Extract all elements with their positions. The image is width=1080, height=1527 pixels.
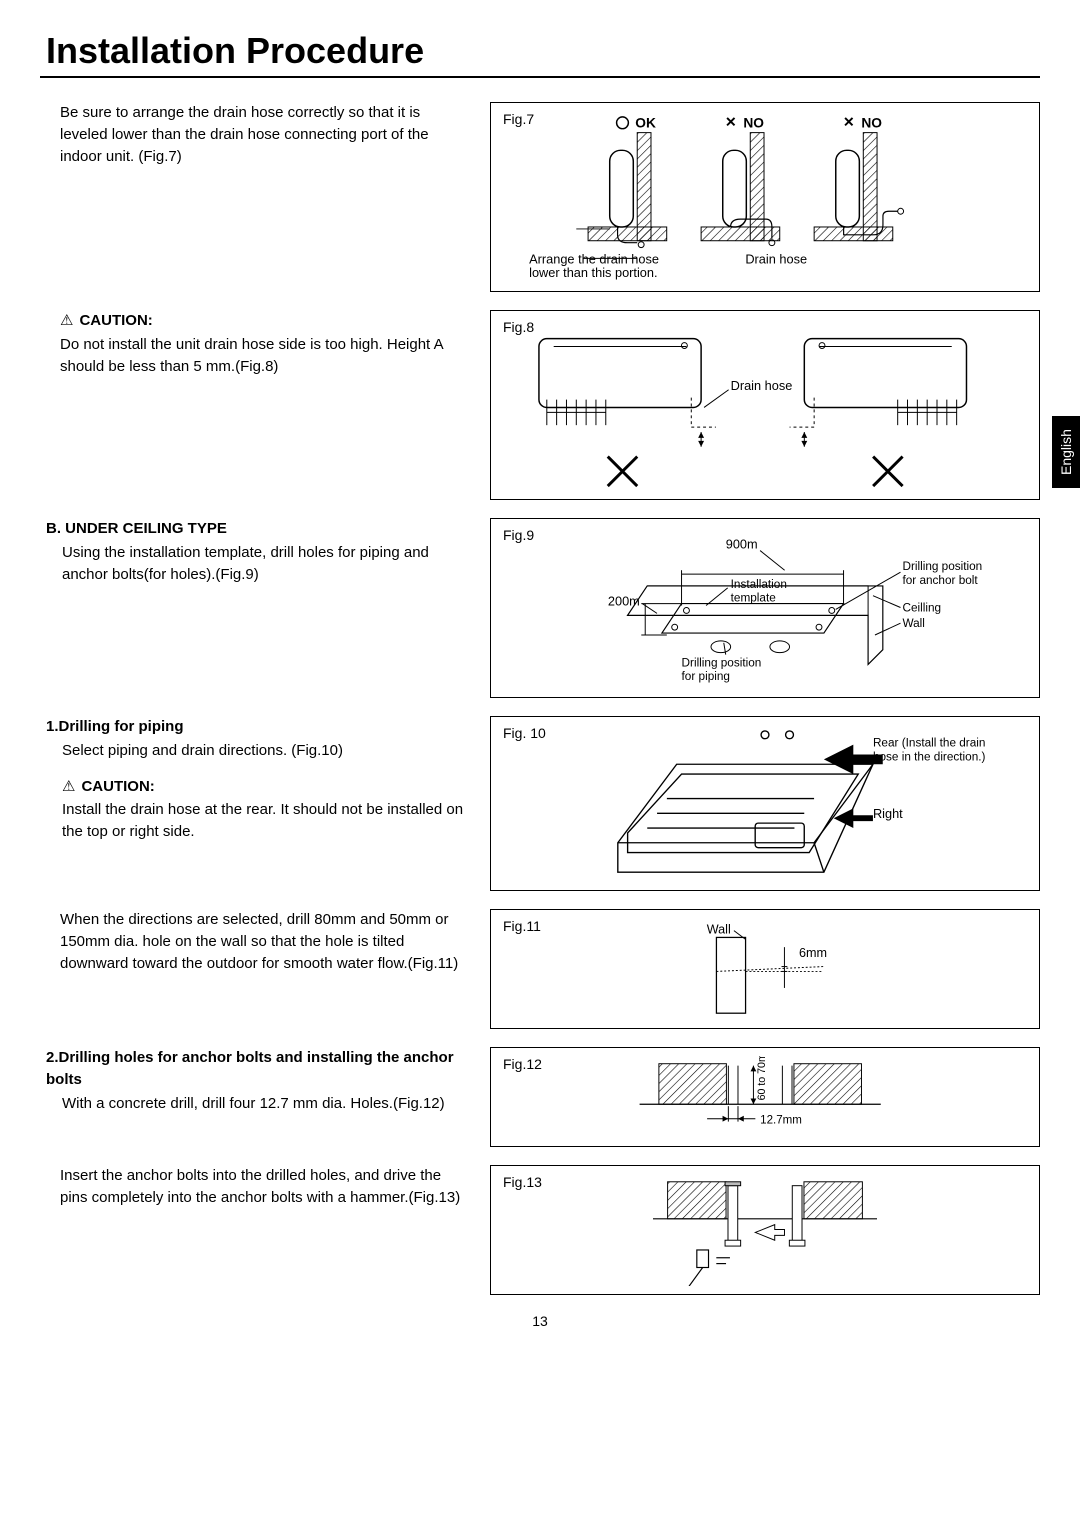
fig7-label: Fig.7	[503, 111, 534, 127]
figure-13: Fig.13	[490, 1165, 1040, 1295]
fig12-label: Fig.12	[503, 1056, 542, 1072]
sec1-caution-label: CAUTION:	[81, 776, 154, 798]
caution-icon-2: ⚠	[62, 776, 75, 798]
row-fig12: 2.Drilling holes for anchor bolts and in…	[40, 1047, 1040, 1147]
fig9-200: 200m	[608, 594, 640, 609]
text-fig7: Be sure to arrange the drain hose correc…	[40, 102, 470, 292]
row-fig11: When the directions are selected, drill …	[40, 909, 1040, 1029]
fig11-wall: Wall	[707, 923, 731, 937]
row-fig13: Insert the anchor bolts into the drilled…	[40, 1165, 1040, 1295]
figure-8: Fig.8	[490, 310, 1040, 500]
fig9-900: 900m	[726, 537, 758, 552]
svg-text:×: ×	[844, 112, 854, 132]
fig11-label: Fig.11	[503, 918, 541, 934]
fig12-depth: 60 to 70mm	[756, 1056, 768, 1100]
row-fig8: ⚠ CAUTION: Do not install the unit drain…	[40, 310, 1040, 500]
caution1-label: CAUTION:	[79, 310, 152, 332]
figure-11: Fig.11 6mm Wall	[490, 909, 1040, 1029]
svg-text:Drilling position: Drilling position	[902, 560, 982, 573]
fig8-label: Fig.8	[503, 319, 534, 335]
fig7-no1: NO	[743, 116, 764, 131]
figure-10: Fig. 10 Rear (Install the drain hose in …	[490, 716, 1040, 891]
svg-text:×: ×	[726, 112, 736, 132]
section-b-text: Using the installation template, drill h…	[46, 542, 470, 586]
fig13-label: Fig.13	[503, 1174, 542, 1190]
sec2-header: 2.Drilling holes for anchor bolts and in…	[46, 1047, 470, 1091]
svg-text:for anchor bolt: for anchor bolt	[902, 574, 978, 587]
fig9-wall: Wall	[902, 617, 924, 630]
fig7-no2: NO	[861, 116, 882, 131]
sec1-text: Select piping and drain directions. (Fig…	[46, 740, 470, 762]
fig8-drain: Drain hose	[731, 378, 793, 393]
svg-text:Drilling position: Drilling position	[682, 656, 762, 669]
fig7-cap1b: lower than this portion.	[529, 265, 657, 280]
figure-9: Fig.9	[490, 518, 1040, 698]
text-fig12: 2.Drilling holes for anchor bolts and in…	[40, 1047, 470, 1147]
svg-text:Installation: Installation	[731, 578, 787, 591]
text-fig13: Insert the anchor bolts into the drilled…	[40, 1165, 470, 1295]
figure-12: Fig.12 60 to 70mm 12.	[490, 1047, 1040, 1147]
row-fig7: Be sure to arrange the drain hose correc…	[40, 102, 1040, 292]
text-fig9: B. UNDER CEILING TYPE Using the installa…	[40, 518, 470, 698]
section-b-header: B. UNDER CEILING TYPE	[46, 518, 470, 540]
caution1-text: Do not install the unit drain hose side …	[60, 334, 470, 378]
row-fig9: B. UNDER CEILING TYPE Using the installa…	[40, 518, 1040, 698]
fig11-6mm: 6mm	[799, 946, 827, 960]
sec2-text: With a concrete drill, drill four 12.7 m…	[46, 1093, 470, 1115]
caution-icon: ⚠	[60, 310, 73, 332]
fig9-ceiling: Ceilling	[902, 601, 941, 614]
page-number: 13	[40, 1313, 1040, 1329]
figure-7: Fig.7 OK × NO × NO	[490, 102, 1040, 292]
svg-text:Rear (Install the drain: Rear (Install the drain	[873, 737, 985, 750]
fig7-ok: OK	[635, 116, 656, 131]
fig10-right: Right	[873, 806, 903, 821]
fig9-label: Fig.9	[503, 527, 534, 543]
text-fig11: When the directions are selected, drill …	[40, 909, 470, 1029]
language-tab: English	[1052, 416, 1080, 488]
fig7-cap1a: Arrange the drain hose	[529, 251, 659, 266]
svg-text:hose in the direction.): hose in the direction.)	[873, 750, 986, 763]
svg-text:template: template	[731, 592, 777, 605]
svg-text:for piping: for piping	[682, 670, 730, 683]
fig12-width: 12.7mm	[760, 1115, 802, 1127]
sec1-header: 1.Drilling for piping	[46, 716, 470, 738]
fig10-label: Fig. 10	[503, 725, 546, 741]
fig7-cap2: Drain hose	[745, 251, 807, 266]
page-title: Installation Procedure	[40, 30, 1040, 78]
sec1-caution-text: Install the drain hose at the rear. It s…	[46, 799, 470, 843]
text-fig8: ⚠ CAUTION: Do not install the unit drain…	[40, 310, 470, 500]
row-fig10: 1.Drilling for piping Select piping and …	[40, 716, 1040, 891]
text-fig10: 1.Drilling for piping Select piping and …	[40, 716, 470, 891]
